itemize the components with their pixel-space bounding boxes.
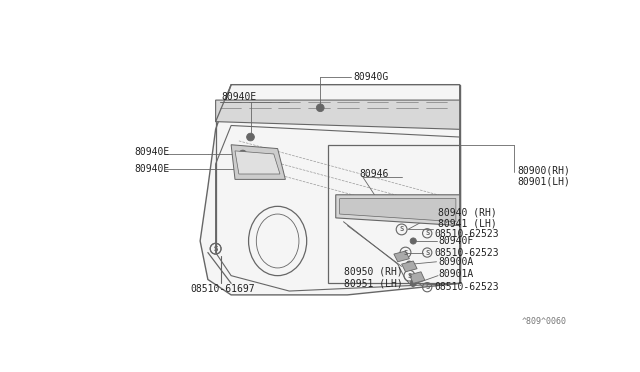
Text: 80946: 80946 bbox=[359, 169, 388, 179]
Circle shape bbox=[410, 280, 417, 286]
Text: 80940 (RH): 80940 (RH) bbox=[438, 208, 497, 218]
Text: 08510-62523: 08510-62523 bbox=[434, 247, 499, 257]
Text: 80940E: 80940E bbox=[134, 164, 170, 174]
Text: 80941 (LH): 80941 (LH) bbox=[438, 218, 497, 228]
Polygon shape bbox=[410, 272, 425, 283]
Text: S: S bbox=[403, 250, 408, 256]
Polygon shape bbox=[402, 261, 417, 272]
Text: 80940E: 80940E bbox=[134, 147, 170, 157]
Polygon shape bbox=[340, 199, 456, 222]
Circle shape bbox=[246, 133, 254, 141]
Polygon shape bbox=[231, 145, 285, 179]
Polygon shape bbox=[216, 100, 460, 129]
Text: 80951 (LH): 80951 (LH) bbox=[344, 278, 403, 288]
Text: 80940E: 80940E bbox=[222, 92, 257, 102]
Text: ^809^0060: ^809^0060 bbox=[522, 317, 567, 326]
Text: S: S bbox=[407, 273, 412, 279]
Text: S: S bbox=[214, 246, 218, 252]
Circle shape bbox=[316, 104, 324, 112]
Polygon shape bbox=[336, 195, 460, 225]
Polygon shape bbox=[235, 151, 280, 174]
Text: S: S bbox=[399, 227, 404, 232]
Text: 80901A: 80901A bbox=[439, 269, 474, 279]
Polygon shape bbox=[200, 85, 460, 295]
Text: 08510-62523: 08510-62523 bbox=[434, 229, 499, 239]
Text: S: S bbox=[425, 230, 429, 236]
Text: S: S bbox=[425, 250, 429, 256]
Text: 80900A: 80900A bbox=[438, 257, 474, 267]
Polygon shape bbox=[394, 251, 410, 262]
Text: S: S bbox=[425, 284, 429, 290]
Text: 08510-62523: 08510-62523 bbox=[434, 282, 499, 292]
Circle shape bbox=[239, 150, 246, 158]
Text: 80950 (RH): 80950 (RH) bbox=[344, 267, 403, 277]
Text: 80900(RH): 80900(RH) bbox=[518, 165, 571, 175]
Text: 80940G: 80940G bbox=[353, 72, 389, 82]
Text: 80940F: 80940F bbox=[438, 236, 474, 246]
Circle shape bbox=[239, 166, 246, 173]
Text: S: S bbox=[214, 246, 218, 252]
Text: 80901(LH): 80901(LH) bbox=[518, 177, 571, 187]
Circle shape bbox=[410, 238, 417, 244]
Text: 08510-61697: 08510-61697 bbox=[190, 285, 255, 295]
Circle shape bbox=[406, 261, 412, 267]
